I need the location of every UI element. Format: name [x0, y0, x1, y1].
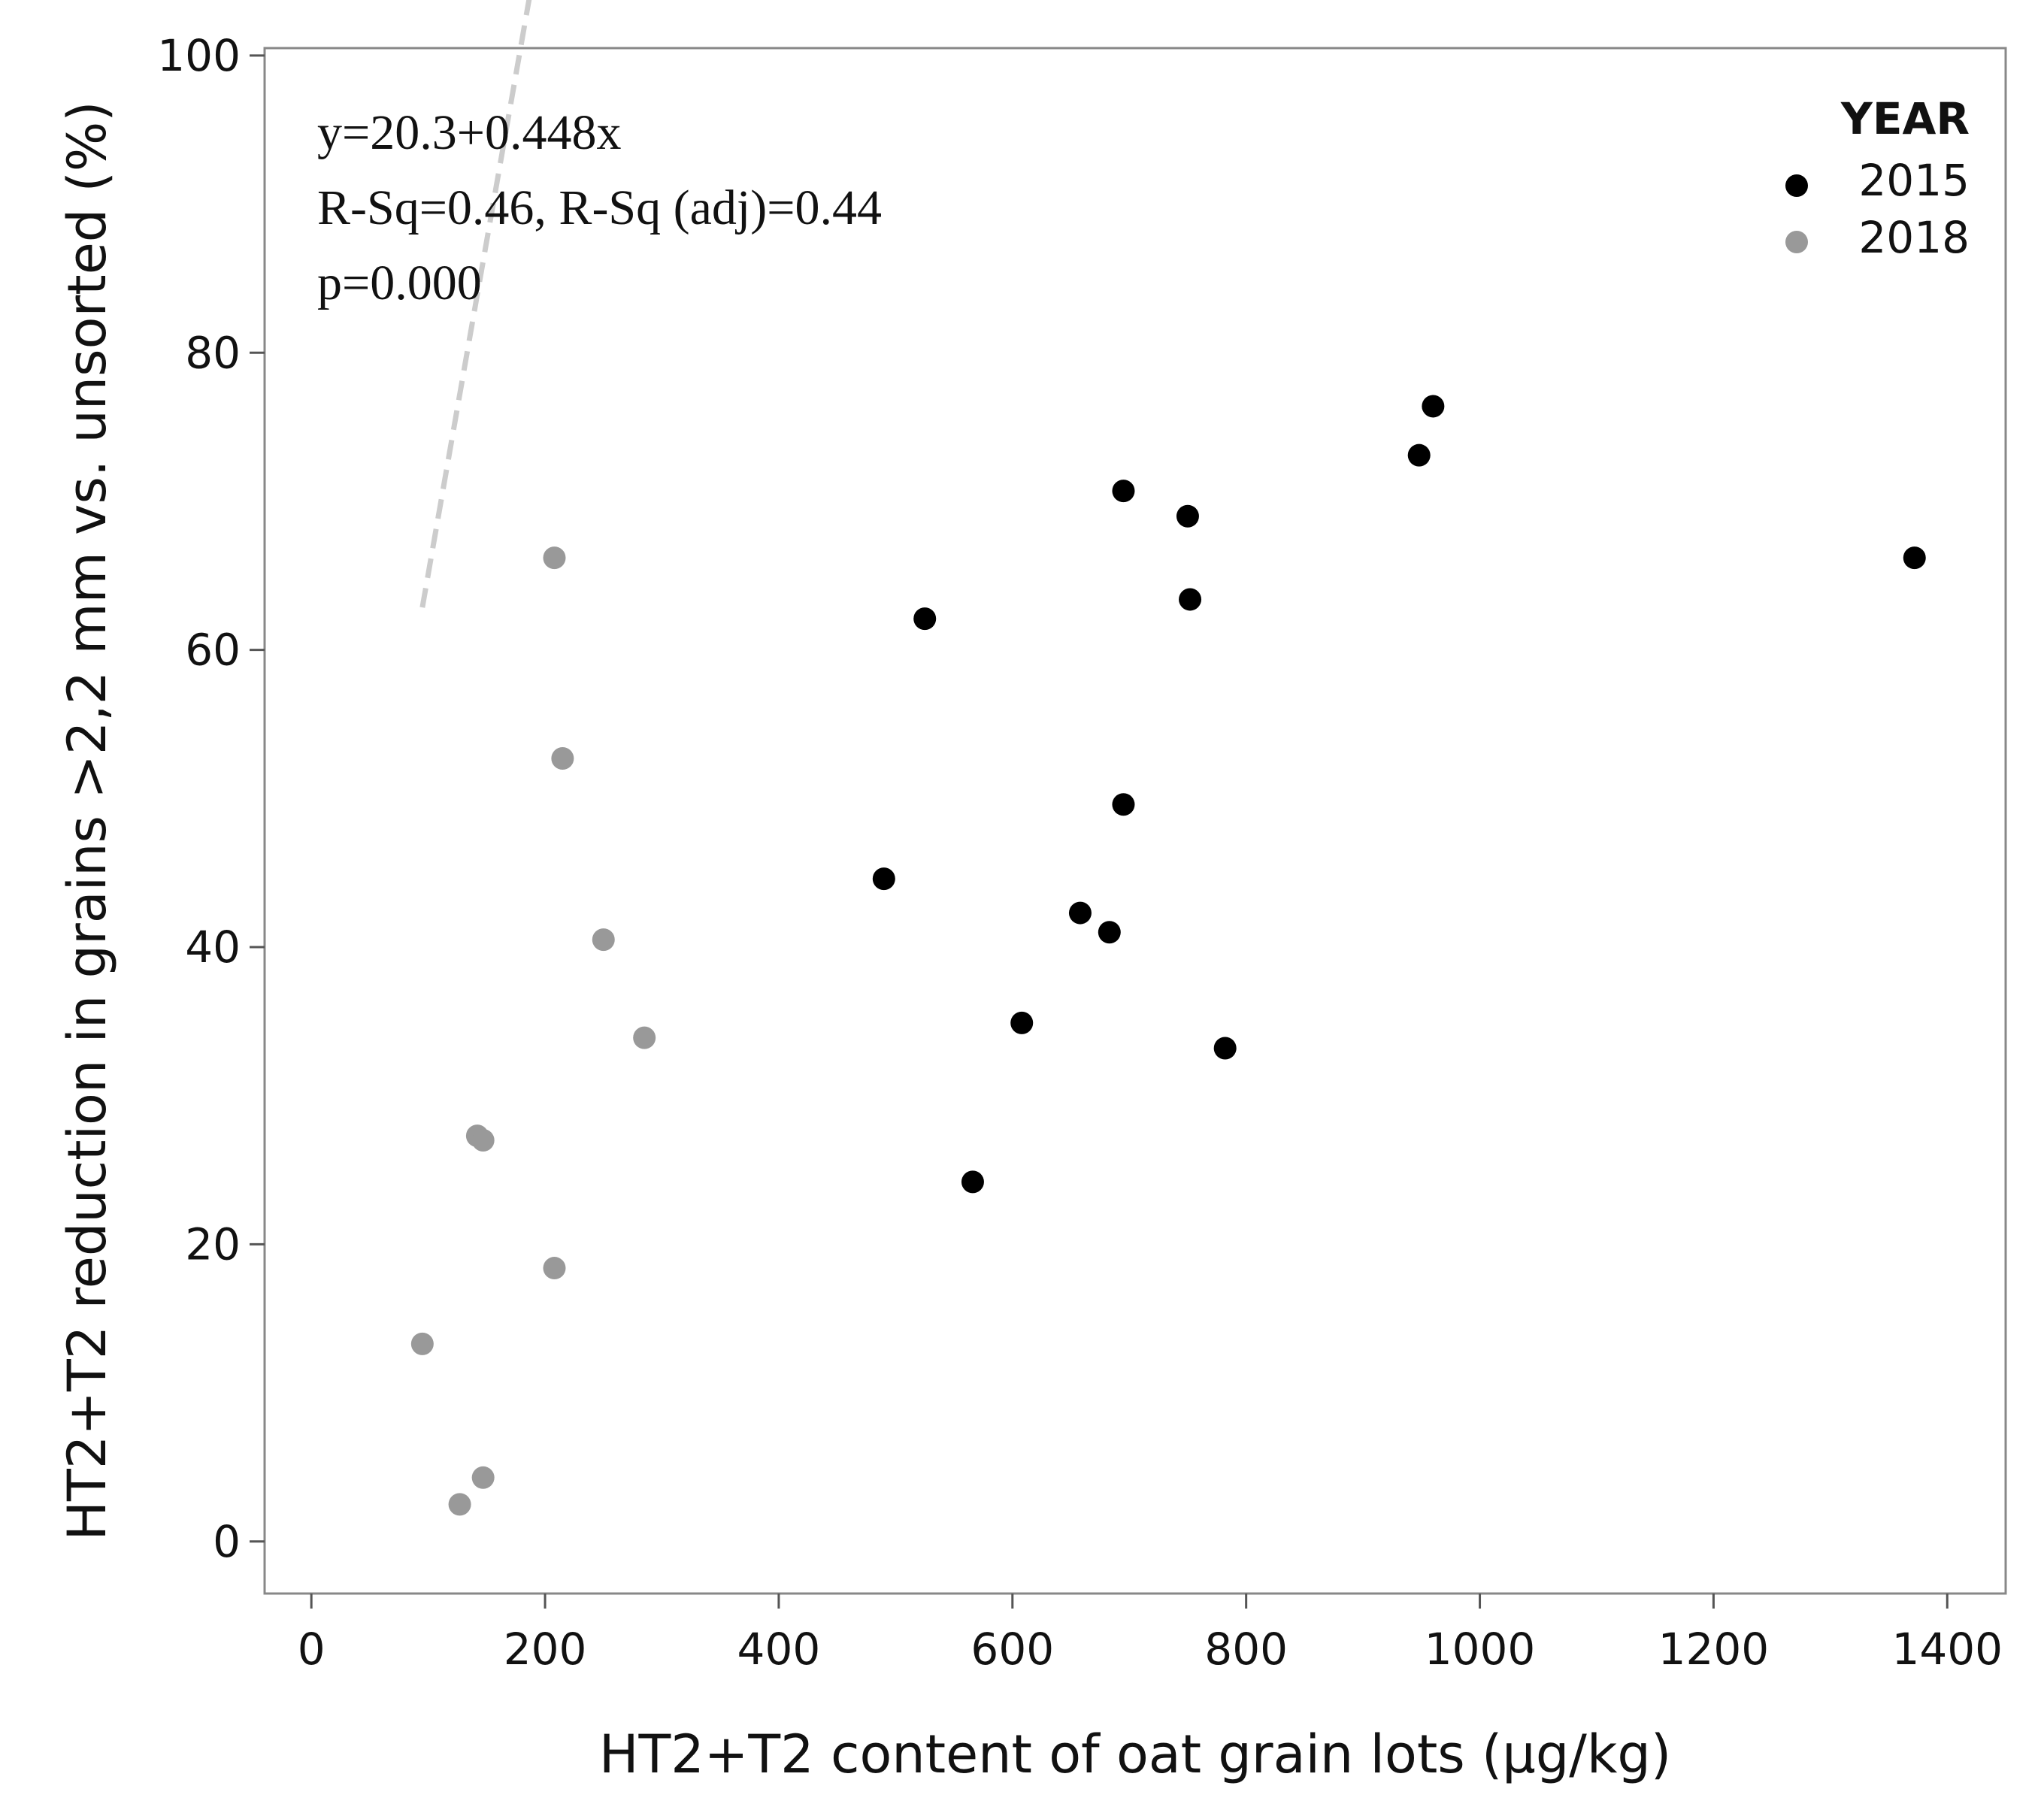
data-point-2015	[961, 1170, 984, 1194]
data-point-2015	[1213, 1037, 1237, 1060]
y-axis: 0 20 40 60 80 100	[157, 30, 265, 1567]
x-tick-label: 1200	[1658, 1624, 1770, 1675]
annotation-equation: y=20.3+0.448x	[317, 105, 621, 160]
data-point-2015	[913, 607, 937, 631]
x-tick-label: 600	[971, 1624, 1054, 1675]
data-point-2018	[633, 1026, 656, 1049]
regression-annotation: y=20.3+0.448x R-Sq=0.46, R-Sq (adj)=0.44…	[317, 105, 882, 310]
annotation-p-value: p=0.000	[317, 256, 482, 310]
y-tick-label: 60	[185, 625, 241, 676]
x-axis-title: HT2+T2 content of oat grain lots (μg/kg)	[599, 1724, 1671, 1785]
x-tick-label: 400	[737, 1624, 821, 1675]
data-point-2018	[551, 746, 574, 770]
data-point-2015	[872, 867, 895, 891]
data-point-2015	[1903, 546, 1926, 570]
data-point-2018	[471, 1466, 495, 1489]
legend-title: YEAR	[1840, 93, 1970, 144]
y-tick-label: 100	[157, 30, 241, 81]
legend-marker-2018	[1785, 231, 1808, 253]
data-point-2015	[1407, 443, 1431, 467]
annotation-r-squared: R-Sq=0.46, R-Sq (adj)=0.44	[317, 180, 882, 235]
x-tick-label: 800	[1204, 1624, 1288, 1675]
data-point-2018	[592, 928, 615, 952]
data-point-2018	[543, 546, 566, 570]
legend-label-2018: 2018	[1858, 212, 1970, 263]
y-tick-label: 80	[185, 327, 241, 378]
data-point-2018	[448, 1493, 471, 1516]
data-point-2015	[1112, 480, 1135, 503]
data-point-2015	[1098, 921, 1121, 944]
data-point-2015	[1176, 504, 1199, 528]
y-tick-label: 20	[185, 1218, 241, 1270]
y-tick-label: 40	[185, 922, 241, 973]
data-point-2018	[471, 1129, 495, 1152]
data-point-2015	[1179, 588, 1202, 611]
data-point-2015	[1112, 793, 1135, 816]
plot-frame	[263, 47, 2007, 1595]
data-points	[410, 395, 1926, 1516]
y-tick-label: 0	[213, 1516, 241, 1567]
legend: YEAR 2015 2018	[1785, 93, 1970, 263]
x-tick-label: 200	[504, 1624, 587, 1675]
x-axis: 0 200 400 600 800 1000 1200 1400	[298, 1594, 2003, 1675]
data-point-2015	[1068, 901, 1092, 925]
data-point-2015	[1010, 1011, 1034, 1034]
data-point-2015	[1422, 395, 1445, 418]
data-point-2018	[410, 1332, 434, 1355]
x-tick-label: 0	[298, 1624, 326, 1675]
x-tick-label: 1400	[1891, 1624, 2003, 1675]
legend-label-2015: 2015	[1858, 155, 1970, 206]
legend-marker-2015	[1785, 174, 1808, 197]
data-point-2018	[543, 1257, 566, 1280]
y-axis-title: HT2+T2 reduction in grains >2,2 mm vs. u…	[56, 101, 118, 1540]
x-tick-label: 1000	[1425, 1624, 1536, 1675]
